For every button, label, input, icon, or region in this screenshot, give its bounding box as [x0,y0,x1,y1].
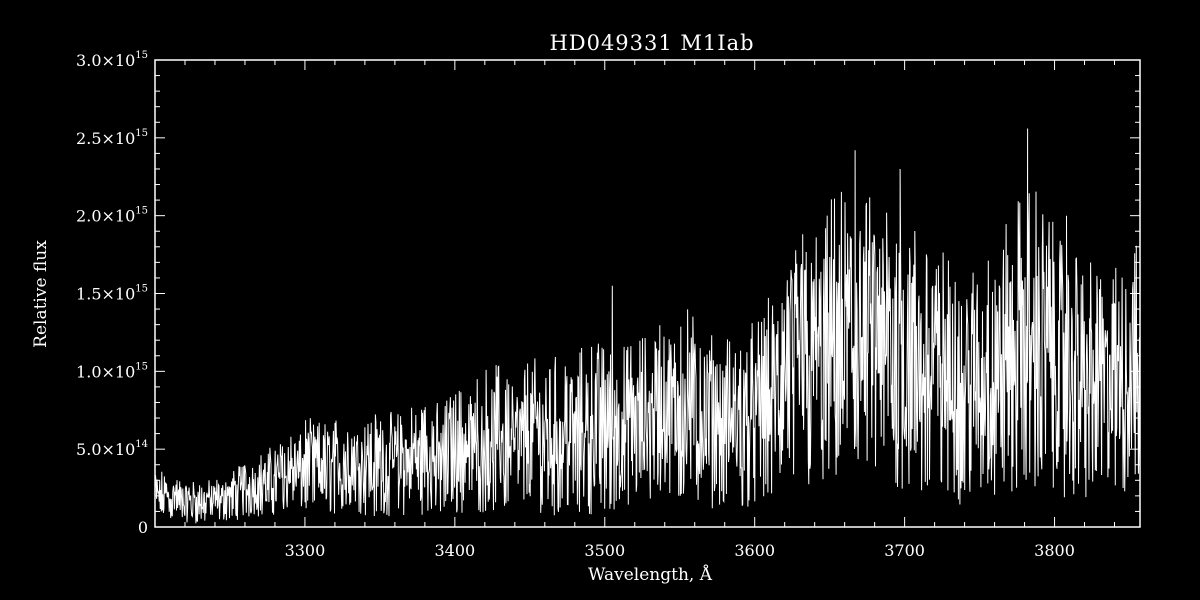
x-tick-label: 3500 [584,541,625,560]
chart-title: HD049331 M1Iab [549,31,754,55]
y-tick-label: 5.0×1014 [76,439,148,459]
x-tick-label: 3800 [1034,541,1075,560]
y-tick-label: 0 [138,518,148,537]
x-tick-label: 3700 [884,541,925,560]
plot-area [154,128,1141,524]
x-axis-label: Wavelength, Å [588,564,713,585]
spectrum-line [154,128,1141,524]
y-tick-label: 2.0×1015 [76,206,148,226]
x-tick-label: 3400 [434,541,475,560]
y-tick-label: 3.0×1015 [76,50,148,70]
y-tick-label: 1.5×1015 [76,284,148,304]
y-tick-label: 2.5×1015 [76,128,148,148]
y-axis-label: Relative flux [31,240,51,348]
x-tick-label: 3600 [734,541,775,560]
axes: 3300 3400 3500 3600 3700 3800 0 5.0×1014 1.0×101… [76,50,1141,560]
x-tick-label: 3300 [285,541,326,560]
y-tick-label: 1.0×1015 [76,361,148,381]
